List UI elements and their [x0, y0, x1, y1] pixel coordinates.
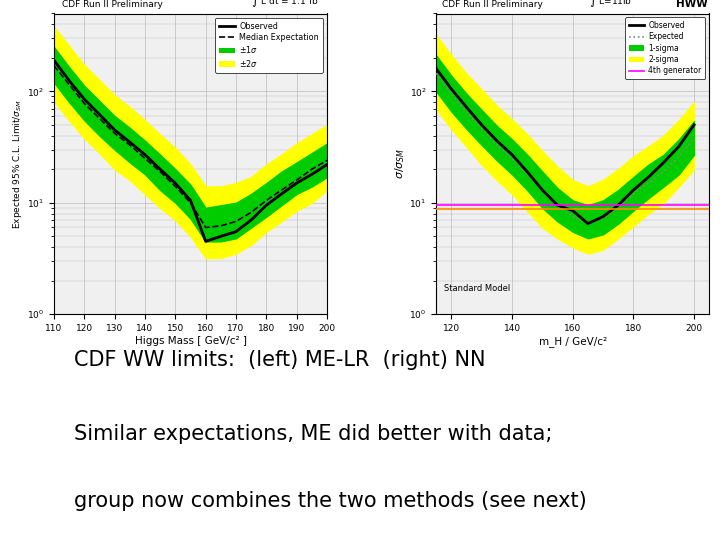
Legend: Observed, Median Expectation, $\pm 1\sigma$, $\pm 2\sigma$: Observed, Median Expectation, $\pm 1\sig…	[215, 17, 323, 73]
Text: Similar expectations, ME did better with data;: Similar expectations, ME did better with…	[73, 424, 552, 444]
Text: CDF WW limits:  (left) ME-LR  (right) NN: CDF WW limits: (left) ME-LR (right) NN	[73, 350, 485, 370]
Text: $\int$ L dt = 1.1 fb$^{-1}$: $\int$ L dt = 1.1 fb$^{-1}$	[251, 0, 328, 9]
Text: CDF Run II Preliminary: CDF Run II Preliminary	[62, 0, 163, 9]
X-axis label: m_H / GeV/c²: m_H / GeV/c²	[539, 336, 607, 347]
Text: CDF Run II Preliminary: CDF Run II Preliminary	[441, 0, 543, 9]
X-axis label: Higgs Mass [ GeV/c² ]: Higgs Mass [ GeV/c² ]	[135, 336, 246, 346]
Text: HWW: HWW	[677, 0, 708, 9]
Legend: Observed, Expected, 1-sigma, 2-sigma, 4th generator: Observed, Expected, 1-sigma, 2-sigma, 4t…	[626, 17, 706, 79]
Text: Standard Model: Standard Model	[444, 284, 510, 293]
Y-axis label: $\sigma/\sigma_{SM}$: $\sigma/\sigma_{SM}$	[392, 148, 407, 179]
Text: group now combines the two methods (see next): group now combines the two methods (see …	[73, 490, 586, 510]
Text: $\int$ L=11lb$^{-1}$: $\int$ L=11lb$^{-1}$	[589, 0, 642, 9]
Y-axis label: Expected 95% C.L. Limit/$\sigma_{SM}$: Expected 95% C.L. Limit/$\sigma_{SM}$	[12, 99, 24, 229]
